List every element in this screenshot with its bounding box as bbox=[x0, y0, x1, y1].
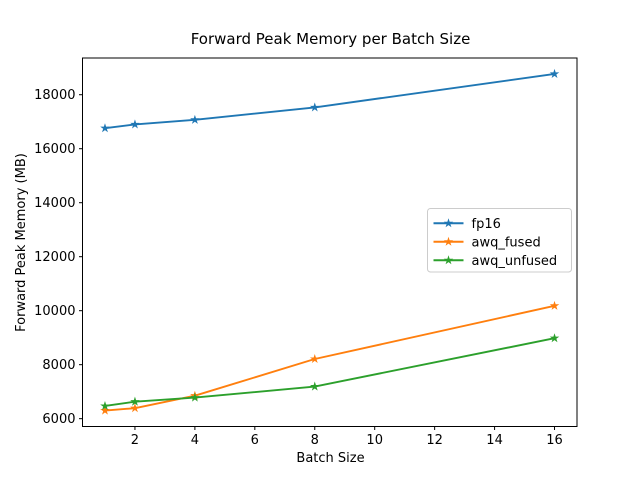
x-tick-label: 10 bbox=[366, 433, 383, 448]
x-tick-label: 2 bbox=[131, 433, 139, 448]
chart-title: Forward Peak Memory per Batch Size bbox=[190, 30, 471, 48]
series-marker-awq_unfused bbox=[190, 392, 200, 402]
legend-marker-awq_fused bbox=[443, 236, 454, 246]
x-tick-label: 4 bbox=[191, 433, 199, 448]
legend-label-awq_unfused: awq_unfused bbox=[472, 254, 558, 269]
series-marker-awq_fused bbox=[549, 300, 560, 310]
y-tick-label: 16000 bbox=[34, 142, 75, 157]
y-tick-label: 14000 bbox=[34, 196, 75, 211]
plot-area bbox=[82, 57, 578, 427]
series-marker-awq_unfused bbox=[130, 396, 140, 406]
x-tick-label: 6 bbox=[251, 433, 259, 448]
series-line-awq_fused bbox=[104, 304, 556, 412]
legend-label-fp16: fp16 bbox=[472, 217, 501, 232]
series-marker-awq_unfused bbox=[549, 333, 560, 343]
legend-label-awq_fused: awq_fused bbox=[472, 235, 541, 250]
series-marker-fp16 bbox=[130, 119, 140, 129]
series-marker-awq_fused bbox=[100, 405, 110, 415]
y-tick-label: 10000 bbox=[34, 304, 75, 319]
series-line-awq_unfused bbox=[104, 337, 556, 407]
x-axis-label: Batch Size bbox=[296, 451, 365, 466]
series-marker-fp16 bbox=[190, 114, 200, 124]
series-marker-awq_unfused bbox=[310, 381, 320, 391]
y-tick-label: 8000 bbox=[42, 358, 75, 373]
y-tick-label: 6000 bbox=[42, 412, 75, 427]
legend-marker-fp16 bbox=[443, 218, 454, 228]
x-tick-label: 14 bbox=[486, 433, 503, 448]
legend bbox=[427, 208, 572, 273]
x-tick-label: 8 bbox=[311, 433, 319, 448]
y-tick-label: 18000 bbox=[34, 88, 75, 103]
x-tick-label: 12 bbox=[426, 433, 443, 448]
series-marker-fp16 bbox=[100, 123, 110, 133]
y-axis-label: Forward Peak Memory (MB) bbox=[14, 153, 29, 332]
series-marker-awq_fused bbox=[130, 403, 140, 413]
series-line-fp16 bbox=[104, 72, 556, 130]
series-marker-awq_unfused bbox=[100, 400, 110, 411]
legend-marker-awq_unfused bbox=[443, 255, 454, 265]
x-tick-label: 16 bbox=[546, 433, 563, 448]
y-tick-label: 12000 bbox=[34, 250, 75, 265]
series-marker-awq_fused bbox=[310, 354, 320, 364]
series-marker-fp16 bbox=[310, 102, 320, 112]
series-marker-fp16 bbox=[549, 68, 560, 78]
